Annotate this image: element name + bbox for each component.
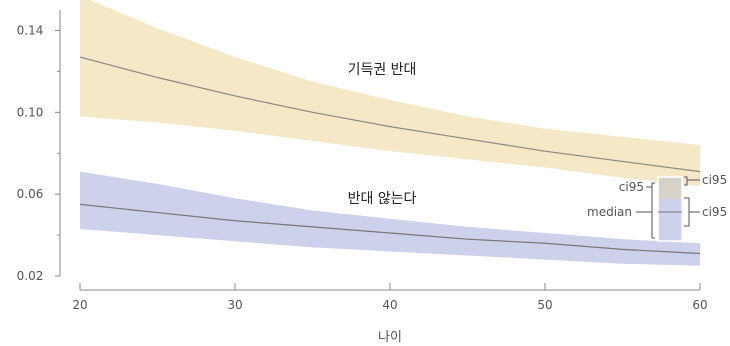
- x-tick-label: 50: [537, 298, 552, 312]
- legend-ci-label-right: ci95: [702, 205, 727, 219]
- legend-band-outline: [657, 176, 683, 242]
- legend-ci-bracket-top: [684, 176, 688, 186]
- legend-band-bottom: [658, 199, 682, 241]
- median-line-series-1: [79, 203, 701, 255]
- x-tick-label: 60: [692, 298, 707, 312]
- series-label-1: 반대 않는다: [348, 191, 417, 207]
- axes: 0.02 0.06 0.10 0.14 20 30 40 50 60: [17, 10, 708, 312]
- y-tick-label: 0.14: [17, 23, 44, 37]
- confidence-bands: [80, 0, 700, 266]
- x-tick-label: 20: [72, 298, 87, 312]
- y-tick-label: 0.02: [17, 269, 44, 283]
- legend-ci-bracket-right: [684, 197, 690, 227]
- y-tick-label: 0.06: [17, 187, 44, 201]
- legend-band-top: [658, 177, 682, 199]
- series-label-0: 기득권 반대: [348, 62, 417, 78]
- legend-ci-label-left: ci95: [619, 180, 644, 194]
- x-tick-label: 40: [382, 298, 397, 312]
- x-tick-label: 30: [227, 298, 242, 312]
- y-tick-label: 0.10: [17, 105, 44, 119]
- median-line-series-0: [79, 56, 701, 173]
- legend-median-label: median: [587, 205, 632, 219]
- ci-band-series-1: [80, 171, 700, 266]
- legend-ci-label-top: ci95: [702, 173, 727, 187]
- legend: median ci95 ci95 ci95: [587, 173, 727, 242]
- x-ticks: 20 30 40 50 60: [72, 283, 708, 312]
- legend-ci-bracket-left: [651, 182, 655, 239]
- ci-band-series-0: [80, 0, 700, 186]
- median-lines: [79, 56, 701, 255]
- x-axis-title: 나이: [378, 330, 402, 345]
- y-ticks: 0.02 0.06 0.10 0.14: [17, 23, 60, 283]
